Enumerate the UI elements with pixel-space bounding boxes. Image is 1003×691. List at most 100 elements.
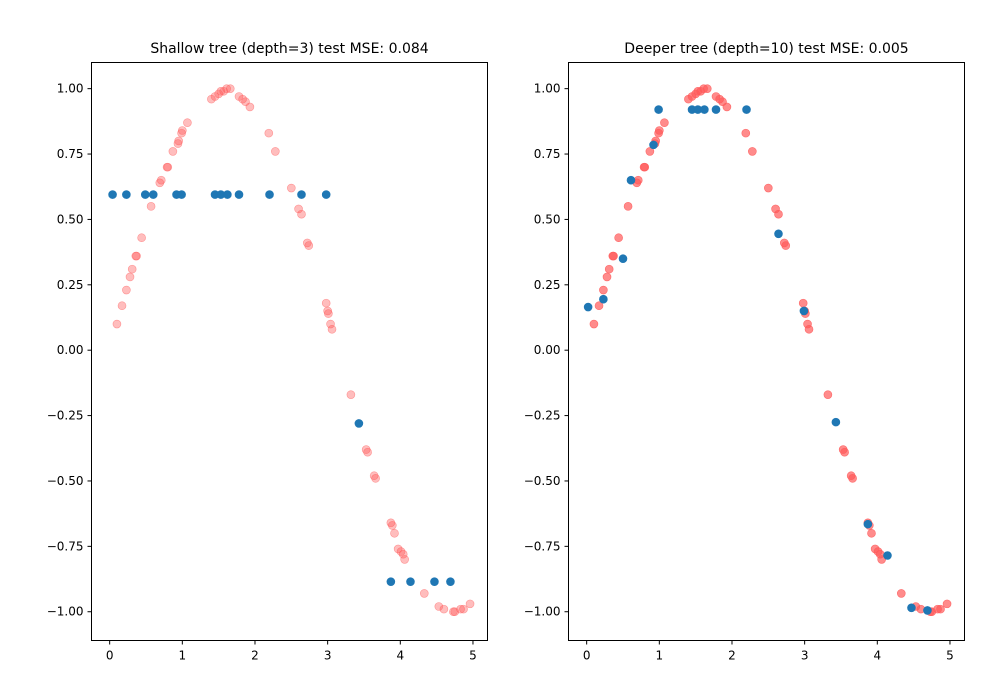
right-true-sample-point: [942, 599, 952, 609]
left-true-sample-point: [304, 241, 314, 250]
right-x-tick-label: 5: [946, 649, 954, 663]
right-true-sample-point: [867, 528, 876, 538]
right-true-sample-point: [848, 474, 857, 483]
left-true-sample-point: [398, 549, 408, 559]
right-y-tick-label: 0.25: [534, 278, 561, 292]
right-true-sample-point: [602, 272, 612, 282]
right-true-sample-point: [660, 118, 669, 127]
left-true-sample-point: [238, 94, 247, 104]
right-true-sample-point: [604, 264, 614, 274]
right-prediction-point: [863, 519, 873, 529]
right-prediction-point: [700, 105, 709, 114]
right-true-sample-point: [936, 604, 945, 614]
left-y-tick-label: −0.50: [47, 474, 84, 488]
right-prediction-point: [774, 229, 783, 239]
left-true-sample-point: [393, 544, 403, 554]
right-subplot-frame: [568, 62, 965, 641]
right-x-tick-label: 2: [728, 649, 736, 663]
left-y-tick-label: −1.00: [47, 605, 84, 619]
left-true-sample-point: [388, 521, 397, 530]
left-y-tick-label: 0.00: [57, 343, 84, 357]
left-true-sample-point: [125, 272, 135, 282]
left-y-tick-label: 0.50: [57, 212, 84, 226]
left-true-sample-point: [400, 555, 409, 564]
left-true-sample-point: [324, 309, 333, 318]
right-y-tick-label: −0.75: [524, 539, 561, 553]
left-prediction-point: [223, 190, 232, 199]
left-true-sample-point: [156, 175, 166, 185]
right-subplot-points: [583, 84, 952, 617]
left-x-tick-label: 5: [469, 649, 477, 663]
left-true-sample-point: [439, 604, 449, 614]
left-true-sample-point: [137, 233, 146, 243]
right-y-tick-label: 0.00: [534, 343, 561, 357]
left-y-tick-label: −0.75: [47, 539, 84, 553]
right-true-sample-point: [623, 202, 633, 211]
right-prediction-point: [742, 105, 751, 114]
left-true-sample-point: [434, 602, 444, 611]
left-true-sample-point: [456, 604, 465, 614]
left-x-tick-label: 3: [324, 649, 332, 663]
left-true-sample-point: [132, 251, 141, 261]
right-true-sample-point: [840, 447, 849, 457]
left-subplot-title: Shallow tree (depth=3) test MSE: 0.084: [150, 41, 428, 57]
right-prediction-point: [883, 551, 892, 560]
right-x-tick-label: 1: [656, 649, 664, 663]
right-true-sample-point: [614, 233, 623, 243]
left-prediction-point: [265, 190, 274, 199]
right-true-sample-point: [640, 162, 650, 172]
left-true-sample-point: [386, 518, 396, 528]
right-true-sample-point: [764, 183, 773, 193]
right-true-sample-point: [748, 147, 757, 156]
left-true-sample-point: [302, 238, 312, 248]
right-true-sample-point: [781, 241, 791, 250]
right-true-sample-point: [741, 128, 751, 138]
left-true-sample-point: [174, 136, 183, 146]
left-true-sample-point: [178, 126, 187, 135]
left-true-sample-point: [222, 84, 231, 93]
right-true-sample-point: [804, 324, 814, 334]
left-true-sample-point: [112, 319, 122, 329]
left-prediction-point: [140, 190, 150, 199]
left-prediction-point: [148, 190, 158, 199]
right-true-sample-point: [798, 298, 808, 308]
right-prediction-point: [907, 603, 916, 613]
left-true-sample-point: [245, 102, 255, 112]
left-subplot: Shallow tree (depth=3) test MSE: 0.084 0…: [47, 41, 488, 663]
right-y-tick-label: 1.00: [534, 82, 561, 96]
left-true-sample-point: [321, 298, 331, 308]
right-prediction-point: [626, 175, 636, 185]
right-prediction-point: [649, 140, 658, 150]
left-y-tick-label: 0.75: [57, 147, 84, 161]
right-y-tick-label: −0.50: [524, 474, 561, 488]
left-y-tick-label: 0.25: [57, 278, 84, 292]
left-true-sample-point: [363, 447, 372, 457]
right-true-sample-point: [599, 285, 608, 295]
left-true-sample-point: [287, 183, 296, 193]
left-true-sample-point: [327, 324, 337, 334]
right-prediction-point: [599, 294, 608, 304]
right-prediction-point: [583, 302, 593, 312]
left-prediction-point: [297, 190, 306, 199]
left-true-sample-point: [264, 128, 274, 138]
right-true-sample-point: [896, 589, 906, 598]
right-prediction-point: [831, 417, 841, 427]
right-true-sample-point: [655, 126, 664, 135]
right-true-sample-point: [774, 209, 783, 219]
left-x-tick-label: 4: [396, 649, 404, 663]
left-prediction-point: [430, 577, 439, 586]
left-true-sample-point: [117, 301, 127, 311]
right-x-tick-label: 0: [583, 649, 591, 663]
right-x-tick-label: 4: [873, 649, 881, 663]
right-prediction-point: [654, 105, 663, 114]
right-true-sample-point: [633, 175, 643, 185]
left-subplot-frame: [91, 62, 488, 641]
left-prediction-point: [446, 577, 455, 586]
left-subplot-x-axis: 0 1 2 3 4 5: [106, 640, 477, 663]
left-prediction-point: [234, 190, 244, 199]
right-prediction-point: [711, 105, 721, 114]
left-true-sample-point: [271, 147, 280, 156]
right-y-tick-label: 0.75: [534, 147, 561, 161]
right-true-sample-point: [645, 147, 655, 156]
